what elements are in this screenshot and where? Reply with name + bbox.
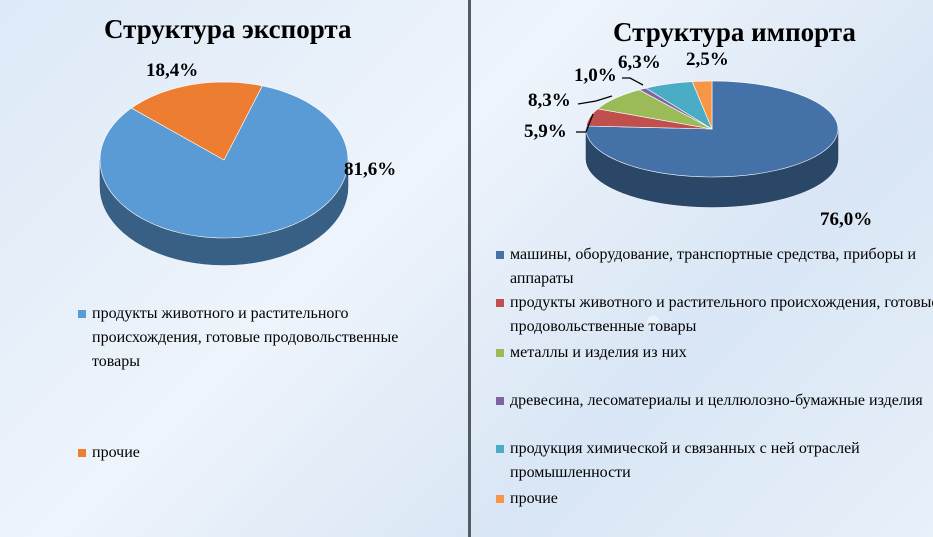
import-legend-label-food: продукты животного и растительного проис…	[510, 294, 933, 335]
import-legend-swatch-other	[496, 495, 504, 503]
export-legend-swatch-other	[78, 449, 86, 457]
import-legend-label-machinery: машины, оборудование, транспортные средс…	[510, 246, 917, 287]
import-legend-item-wood: древесина, лесоматериалы и целлюлозно-бу…	[496, 389, 933, 413]
export-data-label-1: 18,4%	[146, 60, 198, 81]
export-slice-0	[99, 85, 349, 239]
import-slice-5	[691, 80, 713, 130]
import-leader-line-3	[622, 77, 644, 86]
import-pie-chart: 76,0% 5,9% 8,3%1,0%6,3% 2,5%	[524, 49, 872, 230]
import-data-label-5: 2,5%	[686, 49, 729, 70]
import-legend-item-machinery: машины, оборудование, транспортные средс…	[496, 243, 930, 291]
export-legend-swatch-food	[78, 310, 86, 318]
import-data-label-2: 8,3%	[528, 90, 571, 111]
import-legend-swatch-metals	[496, 349, 504, 357]
export-legend-item-food: продукты животного и растительного проис…	[78, 302, 422, 374]
import-data-label-0: 76,0%	[820, 209, 872, 230]
panel-divider	[468, 0, 471, 537]
import-data-label-3: 1,0%	[574, 65, 617, 86]
import-legend-label-wood: древесина, лесоматериалы и целлюлозно-бу…	[510, 392, 923, 409]
import-data-label-4: 6,3%	[618, 52, 661, 73]
import-data-label-1: 5,9%	[524, 121, 567, 142]
export-data-label-0: 81,6%	[344, 159, 396, 180]
import-legend-swatch-chemical	[496, 445, 504, 453]
import-leader-line-2	[577, 95, 613, 105]
import-slice-1	[585, 108, 713, 130]
export-pie-chart: 81,6% 18,4%	[99, 60, 396, 266]
import-legend-item-chemical: продукция химической и связанных с ней о…	[496, 437, 933, 485]
import-legend-swatch-food	[496, 299, 504, 307]
import-legend-label-metals: металлы и изделия из них	[510, 344, 687, 361]
import-legend-label-other: прочие	[510, 490, 558, 507]
import-chart-panel: Структура импорта 76,0% 5,9% 8,3% 1,0% 6,3% 2…	[472, 0, 933, 537]
import-legend-item-food: продукты животного и растительного проис…	[496, 291, 933, 339]
export-slice-1	[130, 81, 263, 161]
export-legend-label-other: прочие	[92, 444, 140, 461]
export-chart-panel: Структура экспорта 81,6% 18,4% продукты ж…	[78, 14, 422, 465]
export-legend-item-other: прочие	[78, 441, 422, 465]
import-legend-label-chemical: продукция химической и связанных с ней о…	[510, 440, 860, 481]
import-legend-item-metals: металлы и изделия из них	[496, 341, 930, 365]
import-slice-2	[596, 89, 713, 130]
export-chart-title: Структура экспорта	[104, 14, 352, 44]
import-legend-item-other: прочие	[496, 487, 930, 511]
import-slice-4	[645, 81, 713, 130]
export-legend-label-food: продукты животного и растительного проис…	[92, 305, 399, 370]
import-legend-swatch-machinery	[496, 251, 504, 259]
import-leader-line-1	[576, 113, 594, 133]
import-legend-swatch-wood	[496, 397, 504, 405]
import-chart-title: Структура импорта	[613, 17, 856, 47]
